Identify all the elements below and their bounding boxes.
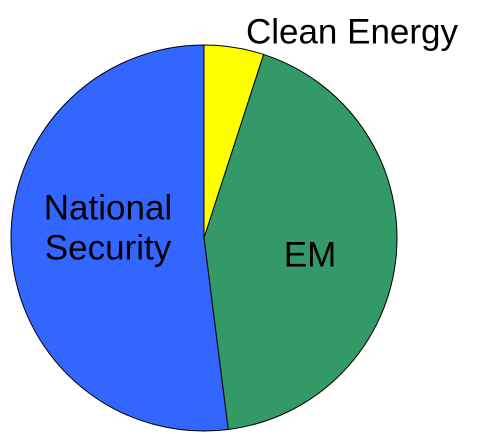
pie-labels: Clean Energy EM National Security: [44, 12, 459, 274]
pie-slices: [10, 44, 398, 432]
pie-label-em: EM: [284, 235, 337, 274]
pie-slice-national-security: [10, 44, 229, 432]
pie-slice-em: [203, 53, 398, 431]
pie-label-clean-energy: Clean Energy: [246, 12, 459, 51]
pie-label-national-security: National Security: [44, 188, 172, 267]
